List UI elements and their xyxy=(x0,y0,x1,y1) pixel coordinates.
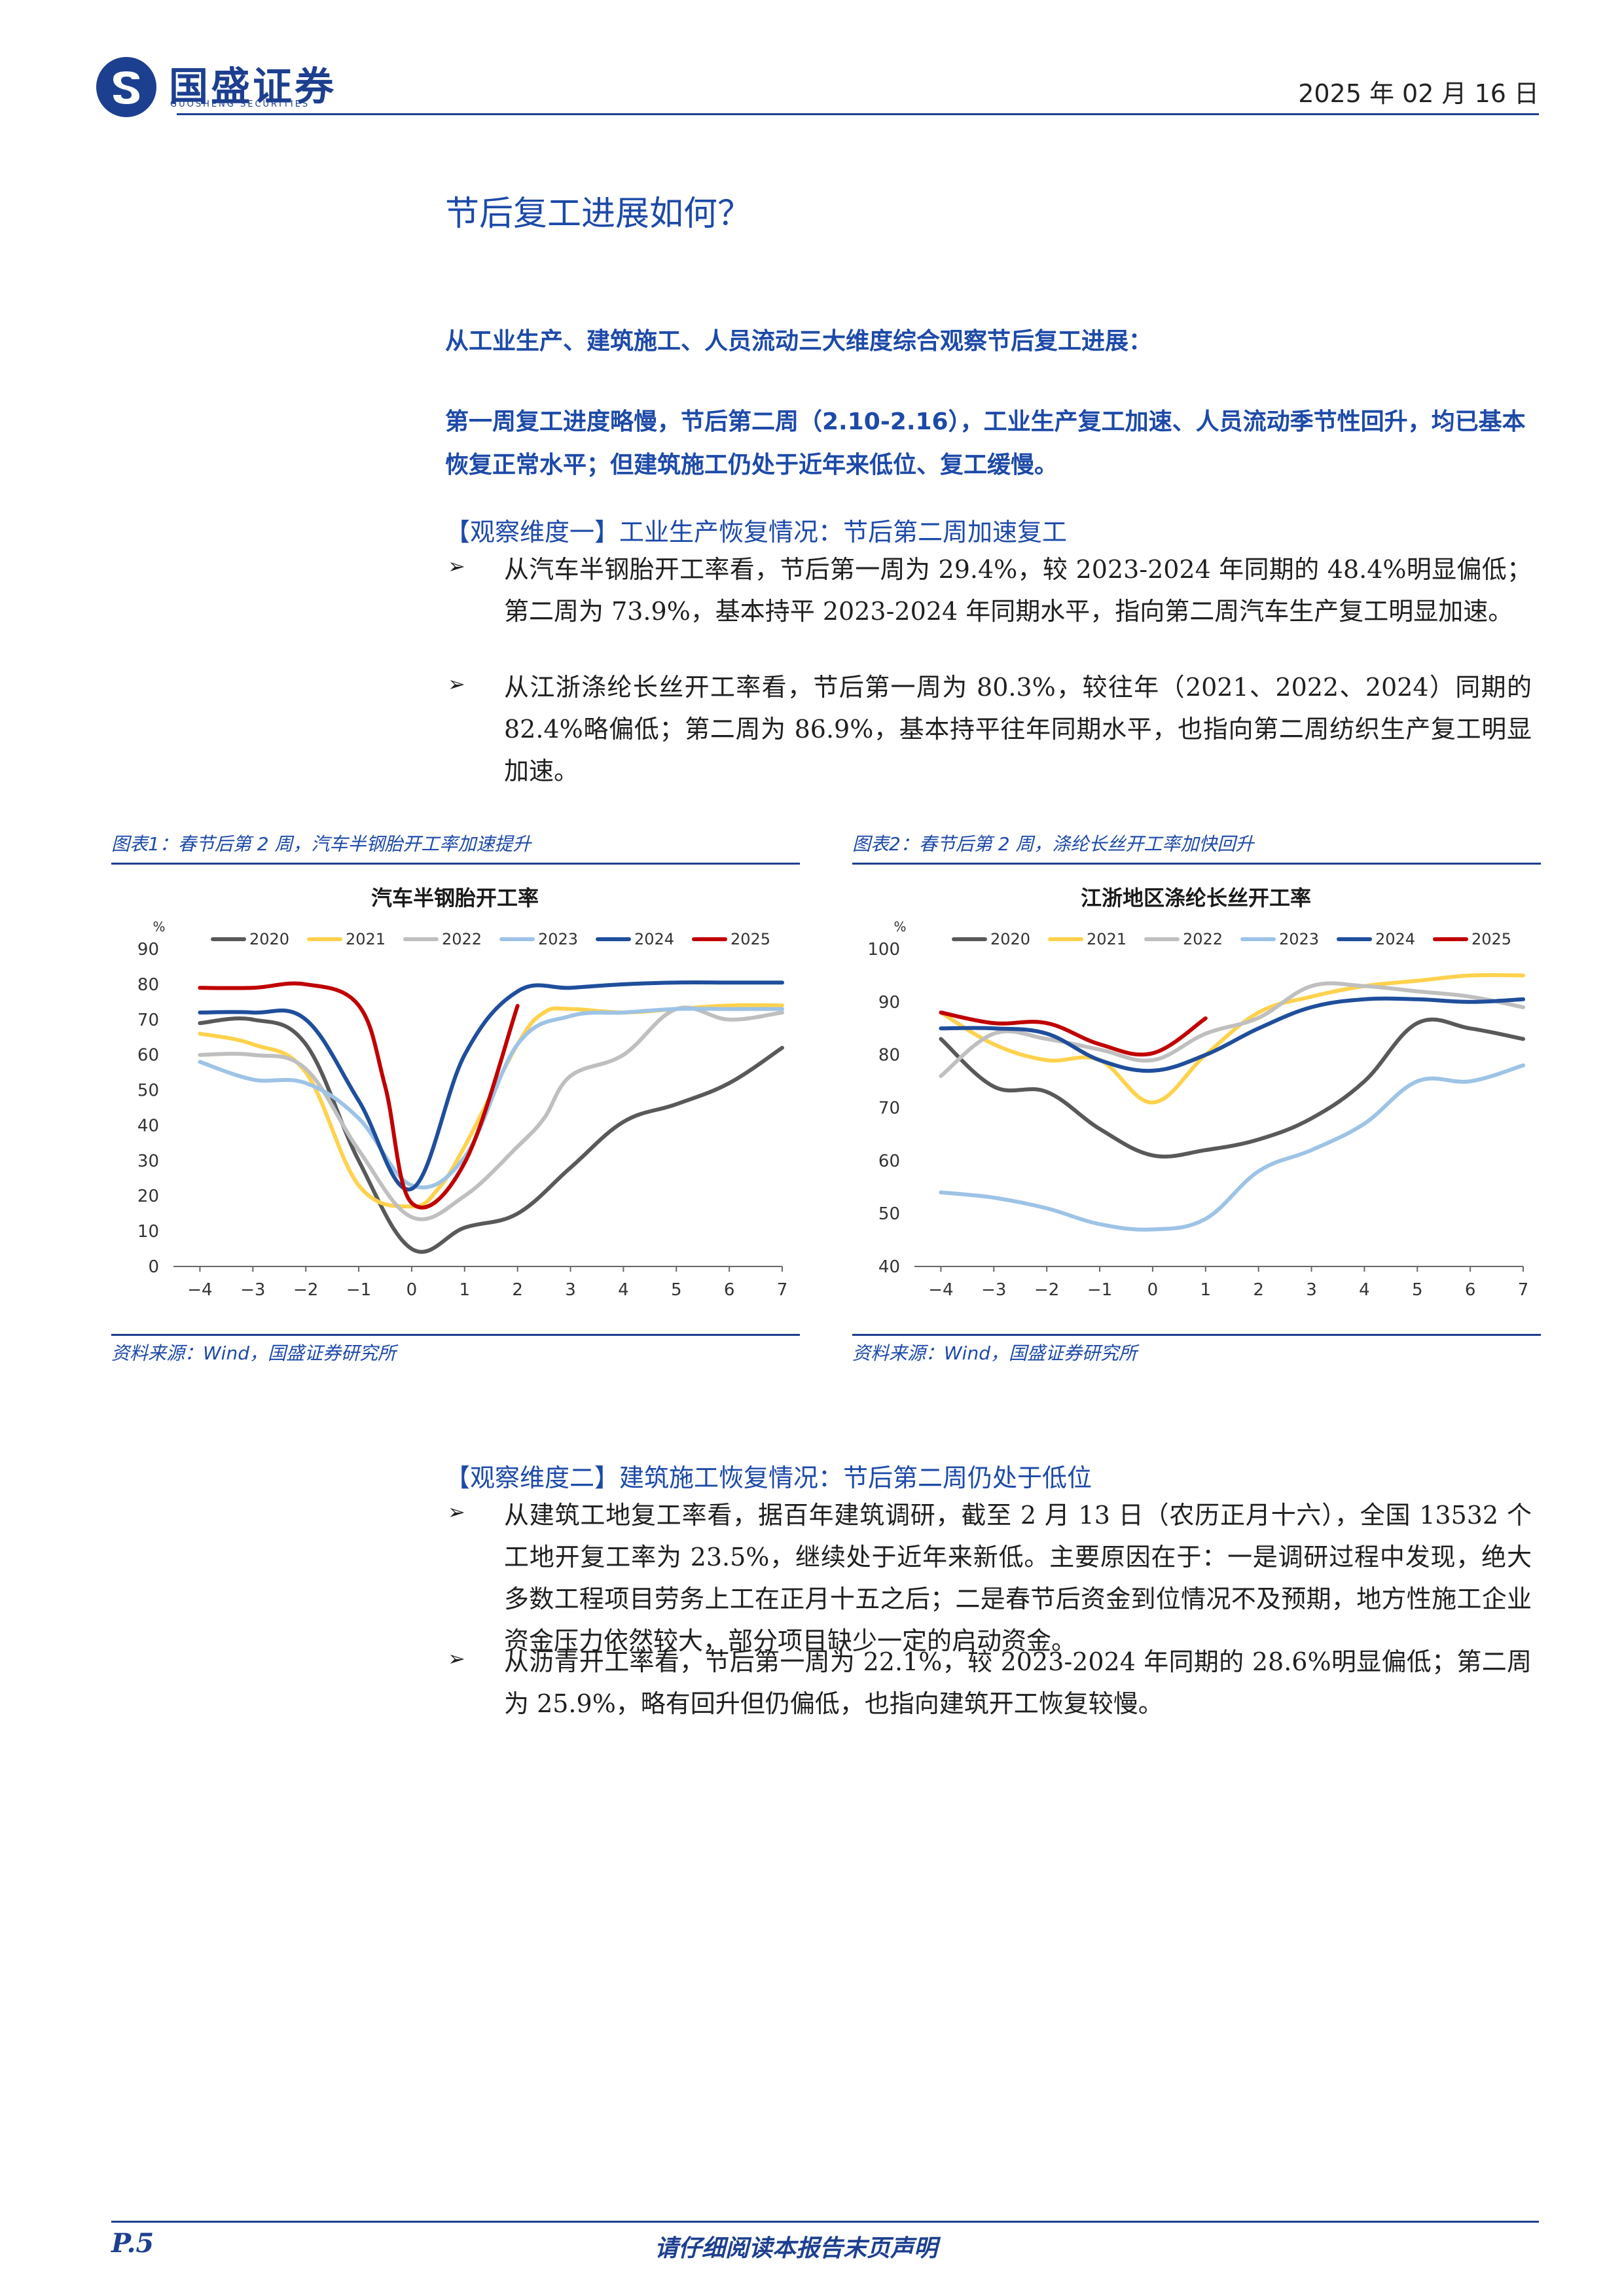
x-tick-label: −2 xyxy=(293,1280,318,1300)
series-line-2025 xyxy=(939,1011,1208,1057)
x-tick-label: −1 xyxy=(346,1280,371,1300)
legend-label: 2023 xyxy=(538,930,578,948)
bullet-arrow-icon: ➢ xyxy=(448,554,465,579)
y-tick-label: 80 xyxy=(137,975,159,995)
x-tick-label: 0 xyxy=(1147,1280,1159,1300)
x-tick-label: 2 xyxy=(512,1280,523,1300)
y-tick-label: 80 xyxy=(878,1046,900,1066)
y-tick-label: 60 xyxy=(137,1046,159,1066)
y-tick-label: 70 xyxy=(878,1099,900,1119)
figure-caption-1: 图表1：春节后第 2 周，汽车半钢胎开工率加速提升 xyxy=(111,833,532,855)
legend-label: 2024 xyxy=(634,930,674,948)
y-tick-label: 90 xyxy=(878,993,900,1013)
y-tick-label: 100 xyxy=(867,940,900,960)
legend-label: 2025 xyxy=(1471,930,1511,948)
footer-disclaimer: 请仔细阅读本报告末页声明 xyxy=(655,2234,938,2262)
logo-subtitle: GUOSHENG SECURITIES xyxy=(170,99,310,109)
chart-title: 江浙地区涤纶长丝开工率 xyxy=(1081,886,1311,910)
figure-source-2: 资料来源：Wind，国盛证券研究所 xyxy=(852,1342,1137,1364)
series-line-2021 xyxy=(939,973,1525,1105)
y-tick-label: 30 xyxy=(137,1151,159,1171)
series-line-2022 xyxy=(198,1005,784,1221)
y-tick-label: 40 xyxy=(878,1257,900,1277)
figure-divider xyxy=(111,1334,800,1336)
legend-label: 2020 xyxy=(249,930,289,948)
series-line-2020 xyxy=(939,1017,1525,1159)
x-tick-label: 3 xyxy=(1306,1280,1317,1300)
figure-caption-2: 图表2：春节后第 2 周，涤纶长丝开工率加快回升 xyxy=(852,833,1254,855)
y-tick-label: 70 xyxy=(137,1011,159,1030)
series-line-2024 xyxy=(939,996,1525,1073)
footer-divider xyxy=(111,2221,1539,2223)
bullet-paragraph: 从江浙涤纶长丝开工率看，节后第一周为 80.3%，较往年（2021、2022、2… xyxy=(504,673,1532,785)
y-tick-label: 40 xyxy=(137,1116,159,1136)
bullet-arrow-icon: ➢ xyxy=(448,672,465,696)
bullet-paragraph: 从沥青开工率看，节后第一周为 22.1%，较 2023-2024 年同期的 28… xyxy=(504,1647,1532,1718)
legend-label: 2024 xyxy=(1375,930,1415,948)
x-tick-label: 7 xyxy=(1518,1280,1529,1300)
y-tick-label: 0 xyxy=(148,1257,159,1277)
x-tick-label: 2 xyxy=(1253,1280,1264,1300)
legend-label: 2021 xyxy=(1087,930,1127,948)
series-line-2020 xyxy=(198,1016,784,1254)
x-tick-label: −1 xyxy=(1087,1280,1112,1300)
y-axis-unit: % xyxy=(893,919,906,935)
section-heading-2: 【观察维度二】建筑施工恢复情况：节后第二周仍处于低位 xyxy=(445,1463,1092,1492)
page-number: P.5 xyxy=(111,2228,154,2259)
bullet-paragraph: 从建筑工地复工率看，据百年建筑调研，截至 2 月 13 日（农历正月十六），全国… xyxy=(504,1501,1532,1655)
y-tick-label: 60 xyxy=(878,1151,900,1171)
bullet-paragraph: 从汽车半钢胎开工率看，节后第一周为 29.4%，较 2023-2024 年同期的… xyxy=(504,555,1532,626)
series-line-2023 xyxy=(939,1063,1525,1232)
y-tick-label: 10 xyxy=(137,1222,159,1242)
series-line-2024 xyxy=(198,980,784,1192)
x-tick-label: 6 xyxy=(1465,1280,1476,1300)
section-heading-1: 【观察维度一】工业生产恢复情况：节后第二周加速复工 xyxy=(445,518,1068,547)
x-tick-label: 5 xyxy=(671,1280,682,1300)
intro-line: 从工业生产、建筑施工、人员流动三大维度综合观察节后复工进展： xyxy=(445,328,1153,355)
page-title: 节后复工进展如何？ xyxy=(445,194,752,234)
report-date: 2025 年 02 月 16 日 xyxy=(1298,79,1539,108)
x-tick-label: 1 xyxy=(460,1280,471,1300)
legend-label: 2021 xyxy=(346,930,386,948)
legend-label: 2020 xyxy=(990,930,1030,948)
figure-source-1: 资料来源：Wind，国盛证券研究所 xyxy=(111,1342,396,1364)
x-tick-label: 6 xyxy=(724,1280,735,1300)
bullet-arrow-icon: ➢ xyxy=(448,1646,465,1671)
logo-icon xyxy=(96,57,156,117)
legend-label: 2022 xyxy=(1183,930,1223,948)
x-tick-label: 1 xyxy=(1200,1280,1212,1300)
logo-text: 国盛证券 xyxy=(169,64,336,110)
x-tick-label: 7 xyxy=(777,1280,788,1300)
bullet-arrow-icon: ➢ xyxy=(448,1499,465,1524)
figure-divider xyxy=(852,1334,1541,1336)
y-tick-label: 90 xyxy=(137,940,159,960)
x-tick-label: 4 xyxy=(1359,1280,1370,1300)
series-line-2025 xyxy=(198,981,520,1210)
header-divider xyxy=(177,113,1539,115)
legend-label: 2022 xyxy=(442,930,482,948)
y-tick-label: 50 xyxy=(878,1204,900,1224)
chart-polyester-utilization: 江浙地区涤纶长丝开工率% 40 50 60 70 80 90 100 −4 −3 −2 −1 0 1 2 3 4… xyxy=(867,886,1529,1300)
y-tick-label: 20 xyxy=(137,1187,159,1206)
x-tick-label: −2 xyxy=(1034,1280,1059,1300)
chart-tire-utilization: 汽车半钢胎开工率% 0 10 20 30 40 50 60 70 80 90 −4 −3 −2 −1 0 1 2 3… xyxy=(137,886,788,1300)
x-tick-label: −3 xyxy=(981,1280,1006,1300)
legend-label: 2025 xyxy=(731,930,770,948)
x-tick-label: 0 xyxy=(406,1280,418,1300)
chart-title: 汽车半钢胎开工率 xyxy=(371,886,539,910)
x-tick-label: −4 xyxy=(928,1280,953,1300)
y-axis-unit: % xyxy=(153,919,165,935)
x-tick-label: −4 xyxy=(187,1280,212,1300)
x-tick-label: 3 xyxy=(565,1280,576,1300)
figure-divider xyxy=(111,863,800,865)
x-tick-label: −3 xyxy=(240,1280,265,1300)
series-line-2022 xyxy=(939,981,1525,1078)
legend-label: 2023 xyxy=(1279,930,1319,948)
intro-summary: 第一周复工进度略慢，节后第二周（2.10-2.16），工业生产复工加速、人员流动… xyxy=(445,408,1526,478)
x-tick-label: 4 xyxy=(618,1280,629,1300)
y-tick-label: 50 xyxy=(137,1081,159,1101)
x-tick-label: 5 xyxy=(1412,1280,1423,1300)
figure-divider xyxy=(852,863,1541,865)
